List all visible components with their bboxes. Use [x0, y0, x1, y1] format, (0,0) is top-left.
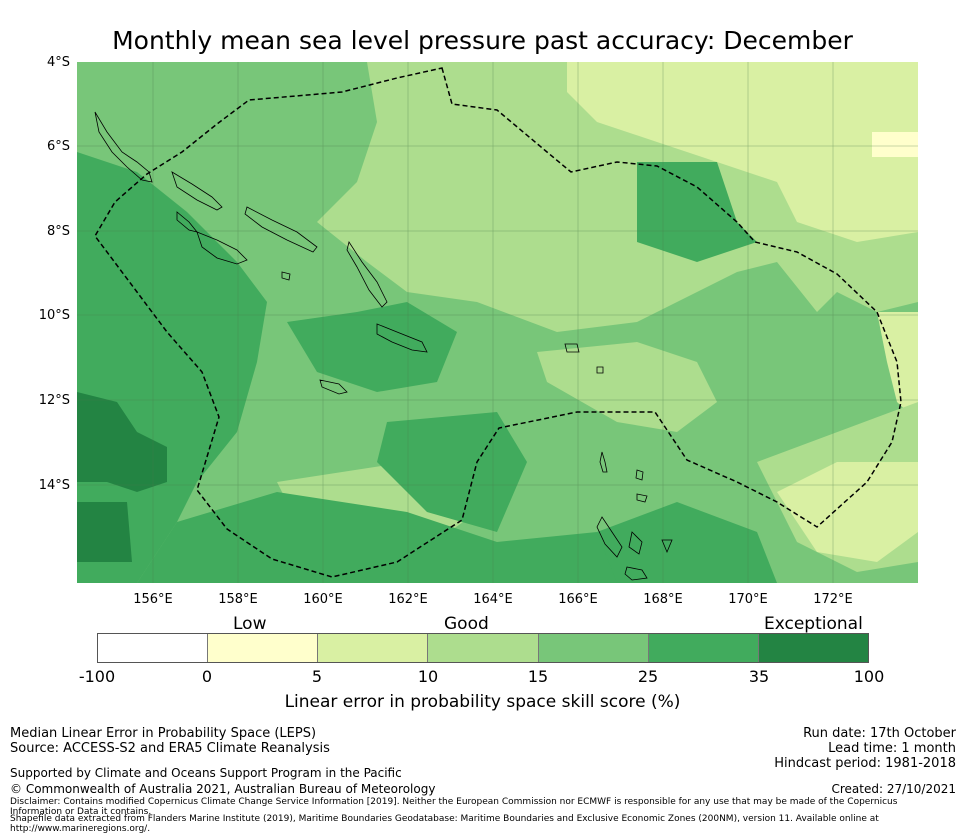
graticule — [77, 62, 918, 583]
region-good-middle — [537, 342, 717, 432]
lat-label-10s: 10°S — [38, 308, 70, 323]
region-very-light-patch — [872, 132, 918, 157]
colorbar-tick: 100 — [853, 667, 885, 686]
island-ambrym — [636, 493, 648, 503]
footer-support: Supported by Climate and Oceans Support … — [10, 766, 402, 780]
island-guadalcanal — [196, 231, 248, 265]
island-pentecost — [661, 539, 673, 554]
colorbar-swatch — [648, 634, 759, 662]
island-santa-cruz — [564, 343, 580, 353]
colorbar-tick: 15 — [527, 667, 549, 686]
colorbar-category-low: Low — [233, 614, 267, 634]
colorbar-swatch — [98, 634, 209, 662]
island-malakula — [628, 531, 643, 555]
footer-hindcast: Hindcast period: 1981-2018 — [774, 756, 956, 771]
region-exceptional-low-southeast-islands — [597, 502, 777, 583]
lon-label-168e: 168°E — [643, 592, 683, 607]
island-bougainville — [94, 111, 153, 183]
lon-label-162e: 162°E — [388, 592, 428, 607]
colorbar-swatch — [208, 634, 319, 662]
region-exceptional-low-center — [287, 302, 457, 392]
lon-label-172e: 172°E — [813, 592, 853, 607]
region-exceptional-high-southwest — [77, 392, 167, 492]
map-title: Monthly mean sea level pressure past acc… — [112, 26, 853, 55]
lat-label-12s: 12°S — [38, 393, 70, 408]
island-makira — [376, 323, 428, 353]
island-rennell — [319, 379, 348, 395]
lon-label-160e: 160°E — [303, 592, 343, 607]
colorbar-tick: -100 — [78, 667, 116, 686]
island-efate — [624, 566, 648, 581]
lon-label-156e: 156°E — [133, 592, 173, 607]
colorbar-swatch — [538, 634, 649, 662]
lon-label-158e: 158°E — [218, 592, 258, 607]
region-exceptional-high-south — [77, 502, 132, 562]
island-russell — [281, 271, 291, 281]
island-new-georgia — [176, 211, 199, 233]
island-malaita — [346, 241, 388, 308]
footer-lead-time: Lead time: 1 month — [828, 741, 956, 756]
disclaimer-line-3: Shapefile data extracted from Flanders M… — [10, 814, 879, 824]
region-exceptional-low-east — [637, 162, 757, 262]
coastlines — [94, 111, 673, 581]
region-good-light-northeast — [567, 62, 918, 242]
lon-label-166e: 166°E — [558, 592, 598, 607]
island-vanikoro — [596, 366, 604, 374]
eez-boundary — [94, 67, 902, 578]
island-torres — [599, 451, 608, 473]
lat-label-6s: 6°S — [46, 139, 70, 154]
colorbar-swatch — [758, 634, 868, 662]
footer-run-date: Run date: 17th October — [803, 726, 956, 741]
lon-label-170e: 170°E — [728, 592, 768, 607]
lat-label-8s: 8°S — [46, 224, 70, 239]
island-choiseul — [171, 171, 223, 211]
region-good-light-southeast — [777, 462, 918, 562]
region-exceptional-low-south — [137, 492, 637, 583]
disclaimer-line-2: Information or Data it contains. — [10, 807, 152, 817]
colorbar-swatch — [428, 634, 539, 662]
disclaimer-line-1: Disclaimer: Contains modified Copernicus… — [10, 797, 898, 807]
lat-label-4s: 4°S — [46, 55, 70, 70]
island-santa-isabel — [244, 206, 318, 253]
disclaimer-line-4: http://www.marineregions.org/. — [10, 824, 151, 834]
footer-method: Median Linear Error in Probability Space… — [10, 726, 317, 741]
colorbar-category-good: Good — [444, 614, 489, 634]
footer-copyright: © Commonwealth of Australia 2021, Austra… — [10, 782, 436, 796]
colorbar-label: Linear error in probability space skill … — [284, 692, 681, 712]
colorbar-tick: 5 — [311, 667, 323, 686]
colorbar-tick: 35 — [748, 667, 770, 686]
colorbar-swatch — [318, 634, 429, 662]
island-banks — [635, 469, 644, 481]
colorbar — [97, 633, 869, 663]
skill-score-map — [77, 62, 918, 583]
colorbar-category-exceptional: Exceptional — [764, 614, 863, 634]
lon-label-164e: 164°E — [473, 592, 513, 607]
colorbar-tick: 0 — [201, 667, 213, 686]
lat-label-14s: 14°S — [38, 478, 70, 493]
colorbar-tick: 10 — [417, 667, 439, 686]
footer-created: Created: 27/10/2021 — [831, 782, 956, 796]
island-espiritu-santo — [596, 516, 623, 558]
colorbar-tick: 25 — [637, 667, 659, 686]
footer-source: Source: ACCESS-S2 and ERA5 Climate Reana… — [10, 741, 330, 756]
